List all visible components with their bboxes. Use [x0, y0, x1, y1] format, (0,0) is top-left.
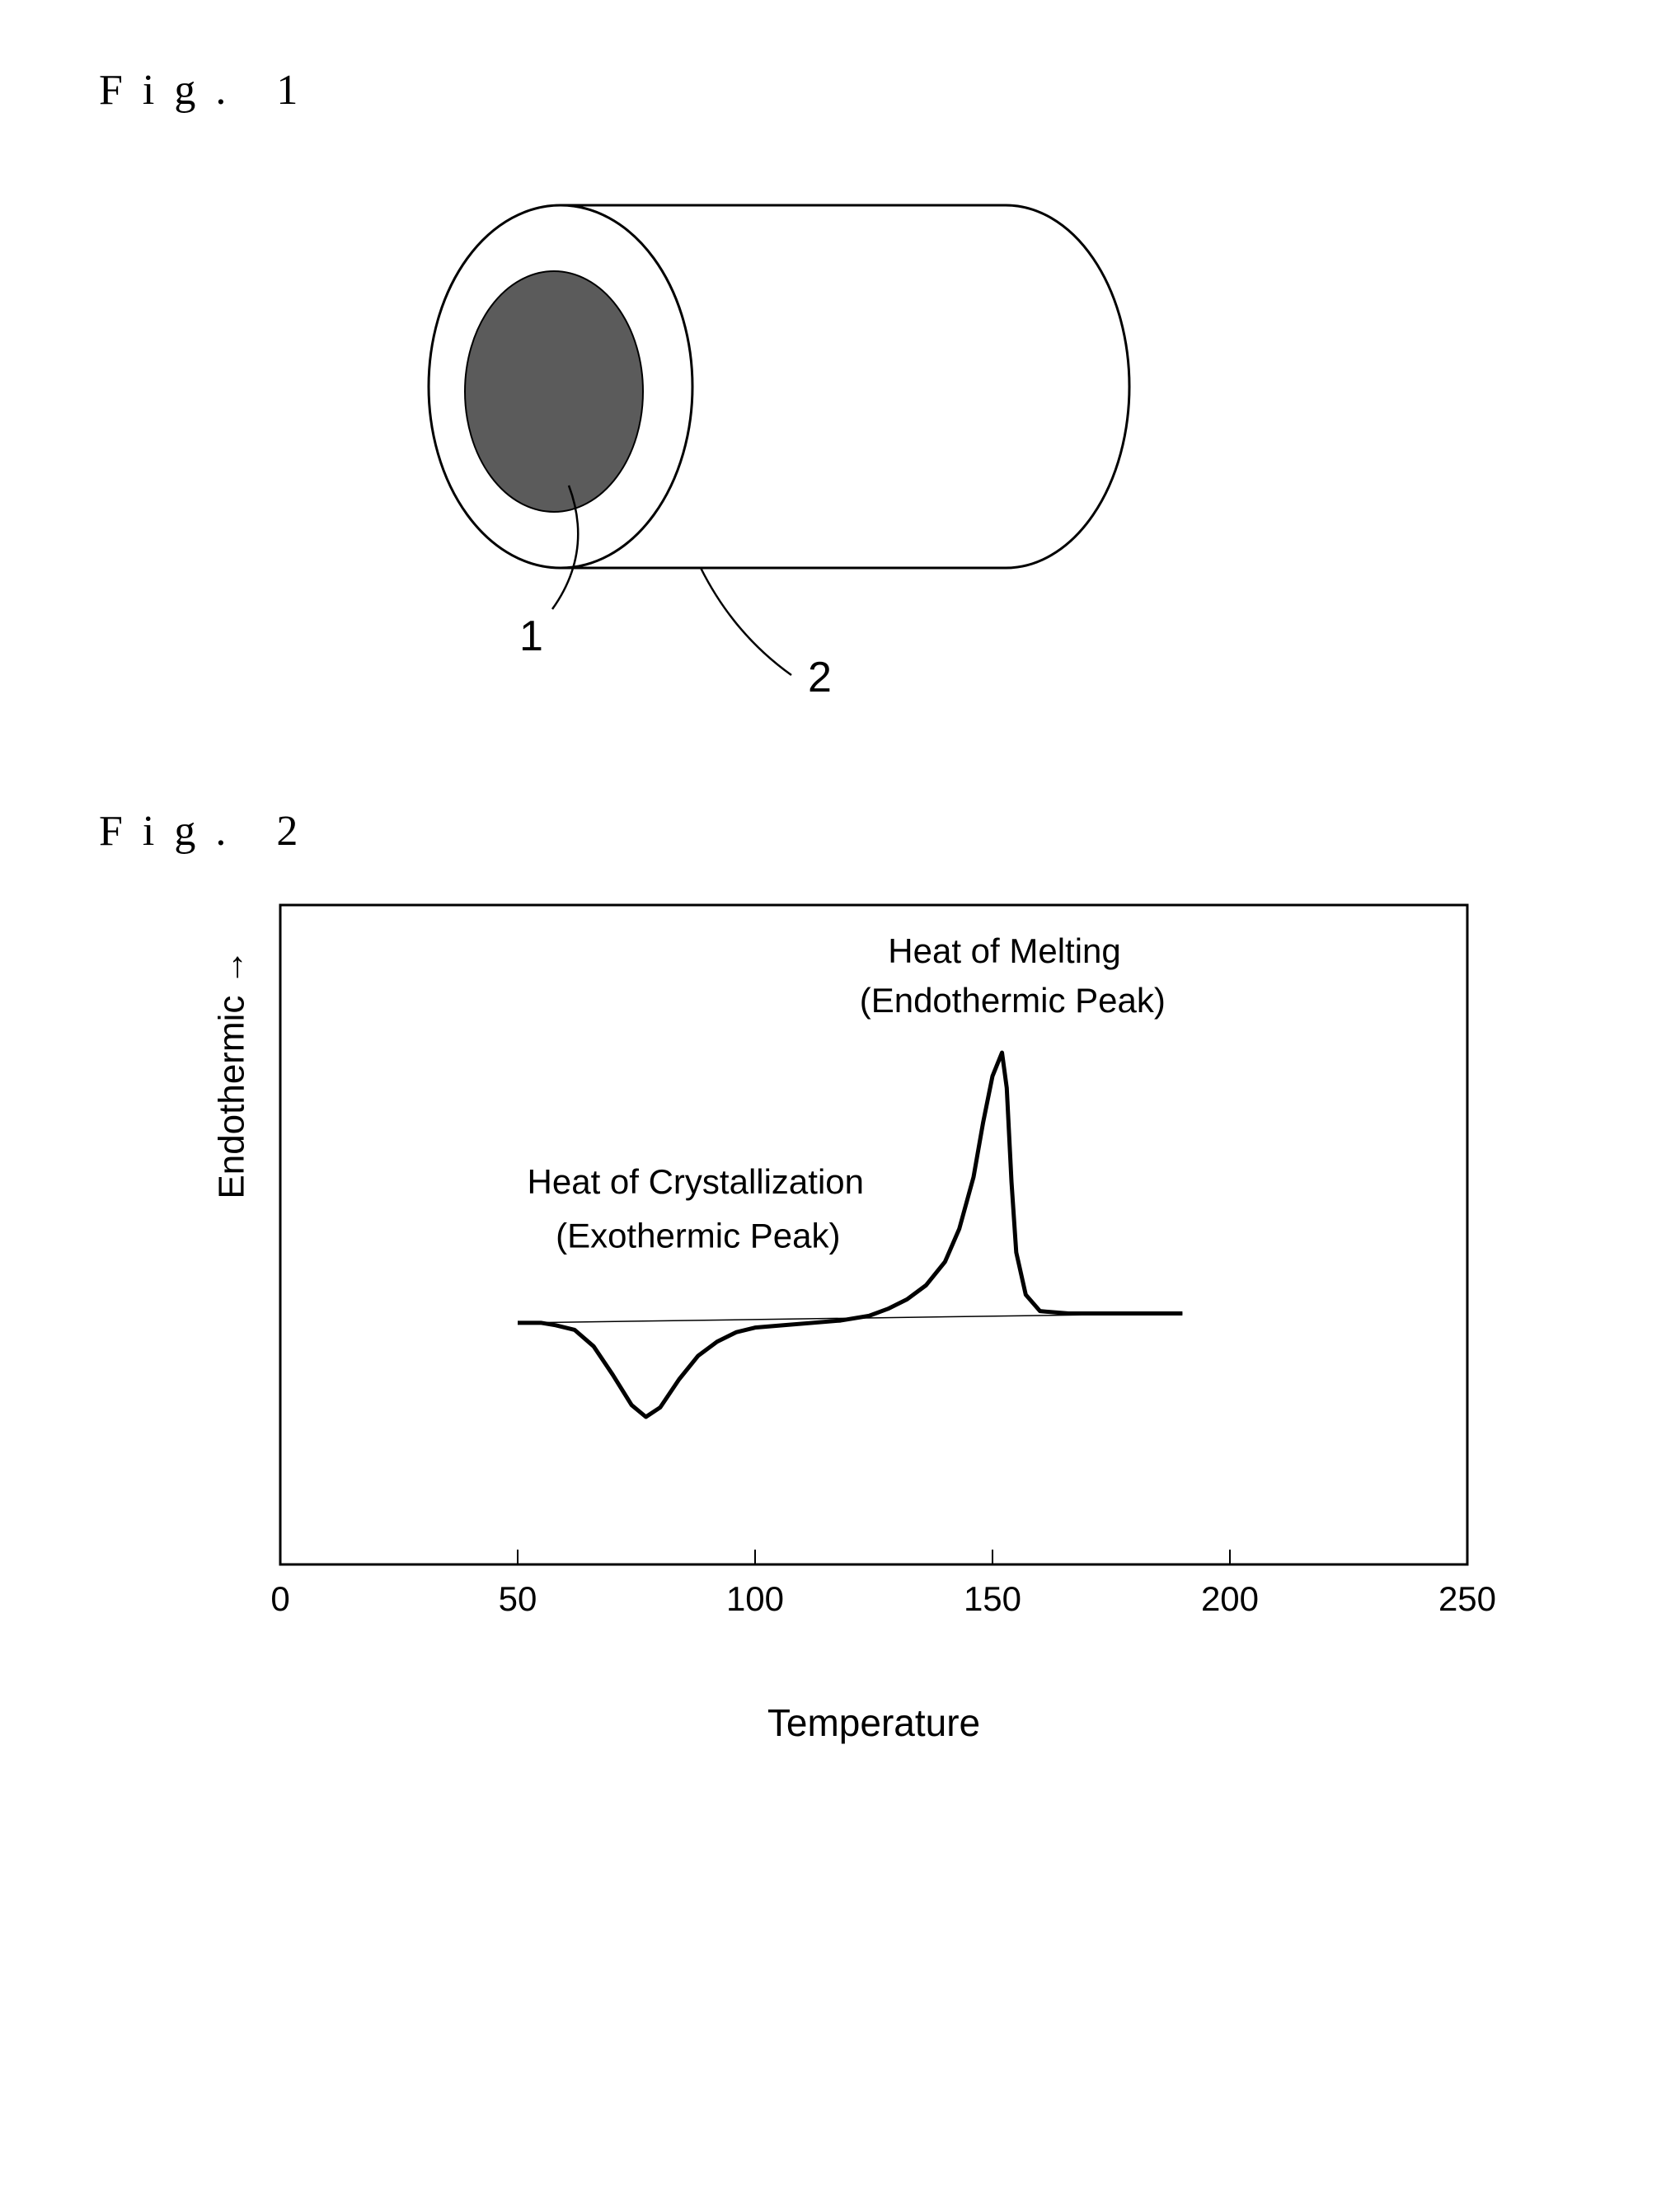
anno-crystallization-l2: (Exothermic Peak): [556, 1217, 840, 1255]
x-tick-label: 150: [964, 1579, 1021, 1618]
figure-2-label: Fig. 2: [99, 807, 1581, 856]
x-tick-label: 0: [270, 1579, 289, 1618]
x-axis-label: Temperature: [231, 1700, 1517, 1745]
figure-1: Fig. 1 1 2: [99, 66, 1581, 725]
callout-label-2: 2: [808, 654, 832, 701]
fiber-cross-section-diagram: 1 2: [346, 148, 1171, 725]
figure-1-label: Fig. 1: [99, 66, 1581, 115]
anno-crystallization-l1: Heat of Crystallization: [528, 1162, 865, 1201]
x-tick-label: 200: [1201, 1579, 1259, 1618]
anno-melting-l2: (Endothermic Peak): [860, 981, 1166, 1020]
dsc-chart-svg: 0 50 100 150 200 250 Heat of Crystallization (E…: [132, 889, 1533, 1680]
x-tick-label: 250: [1438, 1579, 1496, 1618]
dsc-chart: Endothermic → 0 50 100 150 200 250 Heat of Cry…: [132, 889, 1581, 1745]
x-tick-label: 50: [499, 1579, 537, 1618]
y-axis-label: Endothermic →: [212, 949, 253, 1198]
callout-label-1: 1: [519, 612, 543, 660]
core-component: [465, 271, 643, 512]
callout-line-2: [701, 568, 791, 675]
anno-melting-l1: Heat of Melting: [888, 931, 1120, 970]
figure-2: Fig. 2 Endothermic → 0 50 100 150 200 250 Heat…: [99, 807, 1581, 1745]
x-tick-label: 100: [726, 1579, 784, 1618]
